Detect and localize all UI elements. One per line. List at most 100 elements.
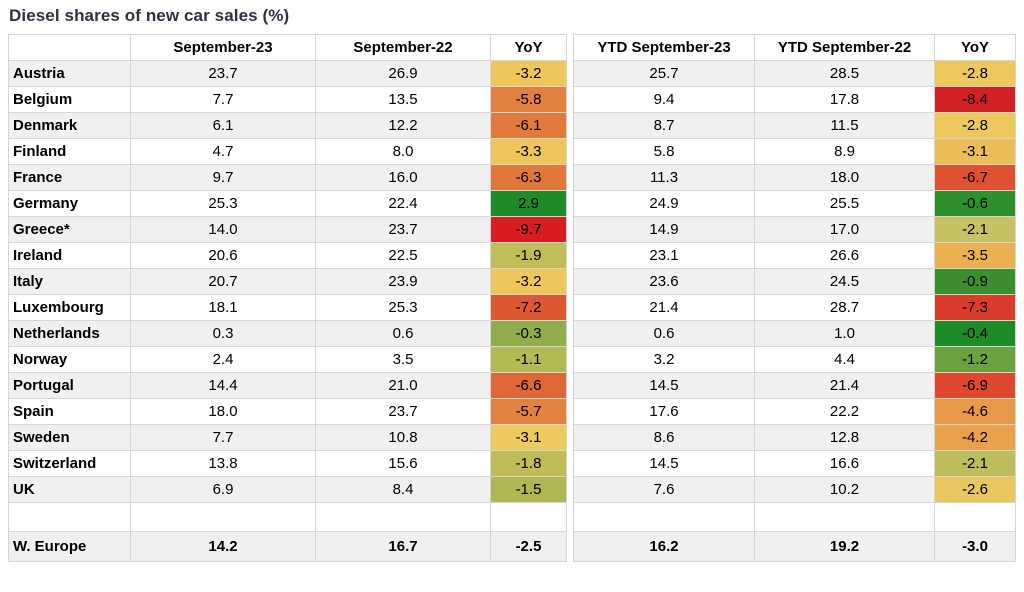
cell-ytd-yoy-chip: -7.3	[934, 294, 1016, 321]
cell-sep22: 0.6	[315, 320, 491, 347]
column-gap	[566, 34, 574, 61]
cell-yoy-chip: -1.1	[490, 346, 567, 373]
column-gap	[566, 450, 574, 477]
cell-sep22: 16.0	[315, 164, 491, 191]
cell-ytd-yoy-chip: -2.8	[934, 112, 1016, 139]
cell-country: Italy	[8, 268, 131, 295]
cell-sep22: 23.9	[315, 268, 491, 295]
table-row: Denmark 6.1 12.2 -6.1 8.7 11.5 -2.8	[8, 112, 1016, 139]
column-gap	[566, 476, 574, 503]
blank-cell	[8, 502, 131, 532]
cell-ytd23: 23.6	[573, 268, 755, 295]
cell-sep22: 12.2	[315, 112, 491, 139]
cell-sep22: 13.5	[315, 86, 491, 113]
cell-ytd22: 11.5	[754, 112, 935, 139]
cell-country: Denmark	[8, 112, 131, 139]
cell-ytd23: 21.4	[573, 294, 755, 321]
diesel-shares-table: September-23 September-22 YoY YTD September…	[8, 34, 1016, 562]
cell-yoy-chip: -1.9	[490, 242, 567, 269]
table-row: Ireland 20.6 22.5 -1.9 23.1 26.6 -3.5	[8, 242, 1016, 269]
cell-yoy-chip: -9.7	[490, 216, 567, 243]
column-header-3: YoY	[490, 34, 567, 61]
cell-ytd22: 25.5	[754, 190, 935, 217]
cell-ytd22: 18.0	[754, 164, 935, 191]
column-gap	[566, 372, 574, 399]
cell-ytd-yoy-chip: -8.4	[934, 86, 1016, 113]
cell-ytd23: 14.5	[573, 372, 755, 399]
cell-ytd22: 21.4	[754, 372, 935, 399]
column-gap	[566, 346, 574, 373]
column-gap	[566, 531, 574, 562]
page: Diesel shares of new car sales (%) Septe…	[8, 6, 1016, 562]
cell-ytd-yoy-chip: -4.6	[934, 398, 1016, 425]
cell-ytd23: 7.6	[573, 476, 755, 503]
cell-yoy-chip: 2.9	[490, 190, 567, 217]
cell-sep22: 15.6	[315, 450, 491, 477]
blank-cell	[754, 502, 935, 532]
column-gap	[566, 86, 574, 113]
blank-cell	[573, 502, 755, 532]
cell-ytd22: 17.8	[754, 86, 935, 113]
cell-yoy-chip: -7.2	[490, 294, 567, 321]
table-row: Portugal 14.4 21.0 -6.6 14.5 21.4 -6.9	[8, 372, 1016, 399]
column-gap	[566, 320, 574, 347]
blank-cell	[315, 502, 491, 532]
cell-yoy-chip: -1.5	[490, 476, 567, 503]
cell-yoy-chip: -6.6	[490, 372, 567, 399]
blank-cell	[934, 502, 1016, 532]
column-gap	[566, 190, 574, 217]
table-row: Sweden 7.7 10.8 -3.1 8.6 12.8 -4.2	[8, 424, 1016, 451]
column-gap	[566, 138, 574, 165]
cell-ytd22: 10.2	[754, 476, 935, 503]
cell-sep23: 4.7	[130, 138, 316, 165]
cell-sep22: 23.7	[315, 398, 491, 425]
cell-sep22: 23.7	[315, 216, 491, 243]
cell-ytd23: 14.9	[573, 216, 755, 243]
cell-sep23: 20.6	[130, 242, 316, 269]
table-row: Finland 4.7 8.0 -3.3 5.8 8.9 -3.1	[8, 138, 1016, 165]
cell-yoy-chip: -3.2	[490, 60, 567, 87]
cell-ytd22: 28.7	[754, 294, 935, 321]
cell-country: Netherlands	[8, 320, 131, 347]
table-row: Italy 20.7 23.9 -3.2 23.6 24.5 -0.9	[8, 268, 1016, 295]
cell-country: Finland	[8, 138, 131, 165]
cell-sep22: 22.4	[315, 190, 491, 217]
cell-sep23: 6.9	[130, 476, 316, 503]
cell-ytd-yoy-chip: -2.6	[934, 476, 1016, 503]
summary-cell-country: W. Europe	[8, 531, 131, 562]
cell-ytd22: 22.2	[754, 398, 935, 425]
cell-ytd22: 17.0	[754, 216, 935, 243]
cell-sep23: 9.7	[130, 164, 316, 191]
cell-ytd23: 9.4	[573, 86, 755, 113]
cell-country: Ireland	[8, 242, 131, 269]
cell-ytd23: 5.8	[573, 138, 755, 165]
cell-sep22: 8.0	[315, 138, 491, 165]
blank-cell	[490, 502, 567, 532]
cell-sep23: 14.4	[130, 372, 316, 399]
cell-yoy-chip: -6.1	[490, 112, 567, 139]
cell-sep23: 23.7	[130, 60, 316, 87]
cell-ytd23: 14.5	[573, 450, 755, 477]
column-gap	[566, 216, 574, 243]
cell-sep22: 25.3	[315, 294, 491, 321]
cell-sep23: 14.0	[130, 216, 316, 243]
cell-country: Switzerland	[8, 450, 131, 477]
cell-sep22: 3.5	[315, 346, 491, 373]
summary-cell-sep22: 16.7	[315, 531, 491, 562]
column-gap	[566, 164, 574, 191]
summary-cell-ytd_yoy: -3.0	[934, 531, 1016, 562]
table-row: UK 6.9 8.4 -1.5 7.6 10.2 -2.6	[8, 476, 1016, 503]
cell-ytd-yoy-chip: -2.1	[934, 216, 1016, 243]
cell-ytd-yoy-chip: -0.4	[934, 320, 1016, 347]
cell-ytd22: 8.9	[754, 138, 935, 165]
summary-cell-ytd23: 16.2	[573, 531, 755, 562]
cell-ytd22: 12.8	[754, 424, 935, 451]
column-header-0	[8, 34, 131, 61]
column-header-5: YTD September-22	[754, 34, 935, 61]
column-header-6: YoY	[934, 34, 1016, 61]
cell-yoy-chip: -5.8	[490, 86, 567, 113]
cell-sep23: 2.4	[130, 346, 316, 373]
cell-country: Belgium	[8, 86, 131, 113]
cell-sep23: 25.3	[130, 190, 316, 217]
cell-ytd23: 17.6	[573, 398, 755, 425]
